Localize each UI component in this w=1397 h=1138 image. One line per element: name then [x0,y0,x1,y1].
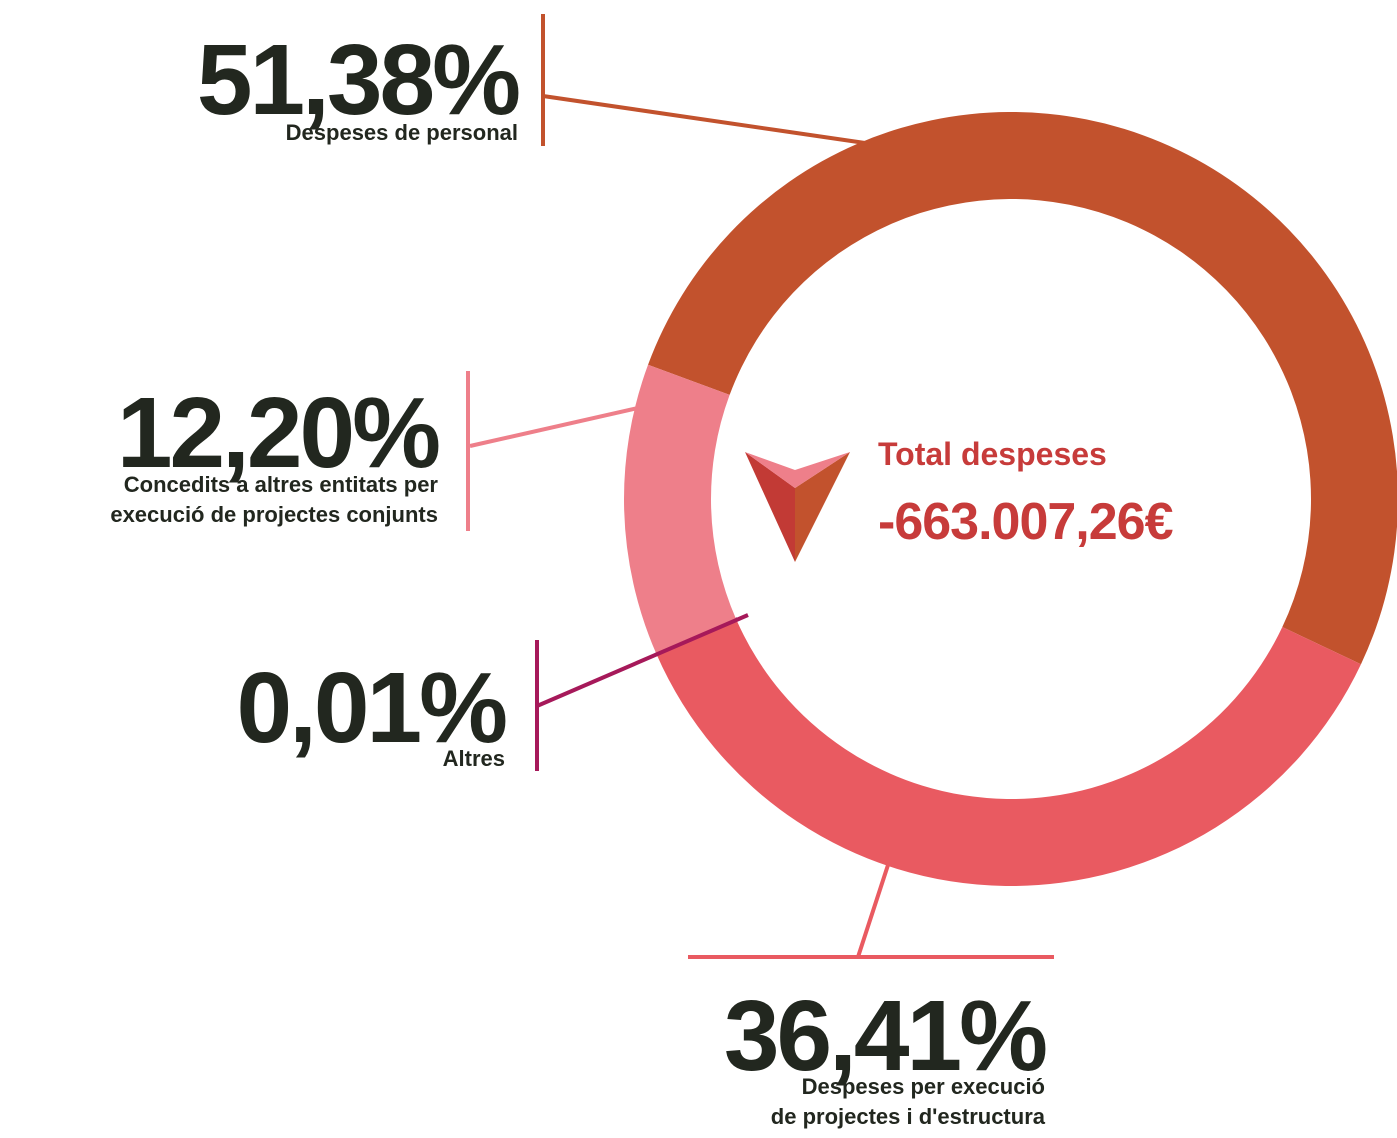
slice [656,619,1361,887]
leader-line [536,613,749,708]
center-value: -663.007,26€ [878,493,1173,551]
category-label: Altres [442,746,505,771]
value-label: 51,38% [196,24,521,136]
value-label: 12,20% [116,377,441,489]
icon-top [745,452,850,488]
value-label: 36,41% [723,980,1048,1092]
leader-line [542,94,866,145]
value-label: 0,01% [236,652,508,764]
icon-right [795,452,850,562]
icon-left [745,452,795,562]
center-title: Total despeses [878,436,1107,472]
category-label: Despeses per execució de projectes i d'e… [770,1074,1045,1129]
category-label: Despeses de personal [285,120,518,145]
slice [648,111,1397,665]
leader-line [469,406,639,448]
category-label: Concedits a altres entitats per execució… [110,472,438,527]
slice [624,364,737,655]
icon [745,452,850,562]
leader-line [856,864,890,958]
